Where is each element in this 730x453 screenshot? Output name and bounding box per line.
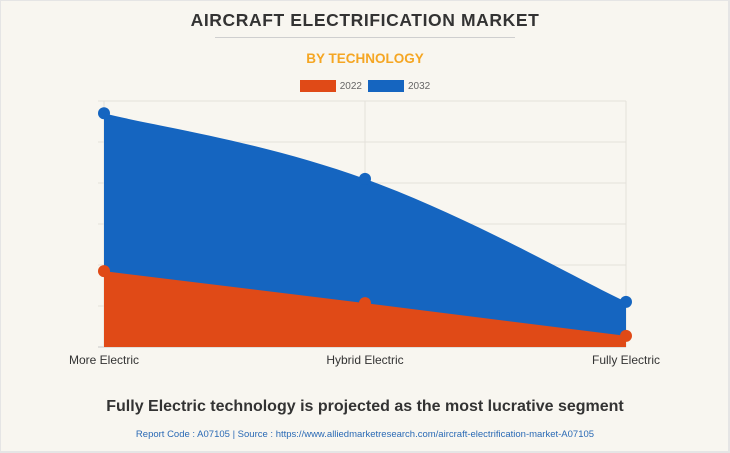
x-tick-label: Fully Electric (592, 353, 660, 367)
source-line[interactable]: Report Code : A07105 | Source : https://… (135, 429, 595, 440)
data-point-2022 (98, 265, 110, 278)
legend: 2022 2032 (0, 80, 730, 92)
data-point-2022 (359, 297, 371, 310)
x-tick-label: More Electric (69, 353, 139, 367)
data-point-2032 (620, 295, 632, 308)
legend-item-2022[interactable]: 2022 (299, 80, 362, 92)
legend-swatch-2022 (299, 80, 336, 92)
data-point-2022 (620, 329, 632, 342)
data-point-2032 (359, 172, 371, 185)
x-axis-labels: More Electric Hybrid Electric Fully Elec… (69, 353, 660, 367)
legend-label: 2022 (339, 80, 362, 92)
title-divider (215, 37, 515, 38)
x-tick-label: Hybrid Electric (326, 353, 403, 367)
legend-item-2032[interactable]: 2032 (368, 80, 430, 92)
legend-swatch-2032 (368, 80, 404, 92)
chart-caption: Fully Electric technology is projected a… (106, 398, 624, 415)
chart-title: AIRCRAFT ELECTRIFICATION MARKET (190, 10, 540, 30)
chart-subtitle: BY TECHNOLOGY (306, 51, 424, 66)
data-points (98, 107, 632, 342)
data-point-2032 (98, 107, 110, 120)
legend-label: 2032 (408, 80, 431, 92)
